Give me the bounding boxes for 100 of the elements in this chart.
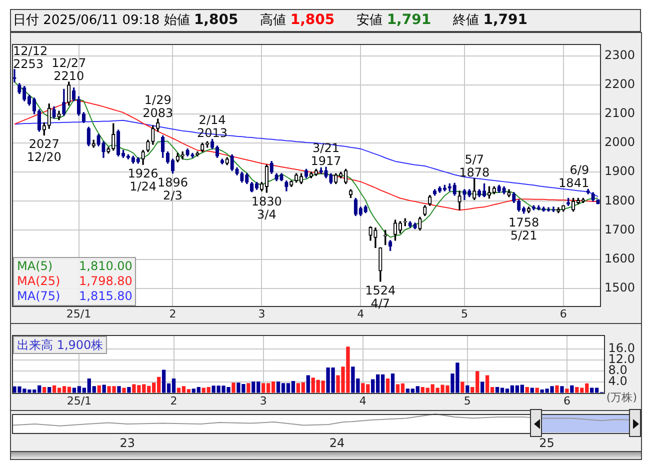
- candlestick: [562, 205, 566, 212]
- annotation: 1926 1/24: [128, 166, 158, 194]
- x-tick-label: 3: [258, 307, 266, 320]
- candlestick: [176, 152, 180, 162]
- bar: [306, 375, 310, 393]
- x-tick-label: 5: [464, 394, 471, 408]
- candlestick: [270, 161, 274, 174]
- annotation: 5/7 1878: [459, 152, 490, 180]
- candlestick: [235, 167, 239, 176]
- text: 終値 1,791: [453, 12, 528, 28]
- candlestick: [542, 206, 546, 212]
- candlestick: [102, 141, 106, 158]
- candlestick: [512, 192, 516, 203]
- x-tick-label: 25: [539, 436, 554, 450]
- y-tick-label: 1600: [604, 251, 636, 266]
- y-tick-label: 2000: [604, 135, 636, 150]
- candlestick: [196, 151, 200, 156]
- annotation: 1896 2/3: [157, 175, 188, 202]
- candlestick: [418, 216, 422, 231]
- candlestick: [546, 207, 550, 212]
- candlestick: [37, 109, 42, 132]
- candlestick: [18, 83, 22, 94]
- candlestick: [230, 154, 234, 171]
- candlestick: [462, 189, 466, 200]
- y-tick-label: 1500: [604, 280, 636, 294]
- candlestick: [596, 199, 600, 204]
- bar: [117, 386, 121, 393]
- candlestick: [12, 69, 16, 82]
- candlestick: [245, 173, 249, 184]
- candlestick: [290, 180, 294, 187]
- candlestick: [240, 172, 244, 183]
- candlestick: [86, 126, 90, 146]
- candlestick: [329, 173, 333, 184]
- candlestick: [52, 106, 56, 119]
- annotation: 12/27 2210: [52, 56, 86, 83]
- candlestick: [72, 87, 76, 102]
- candlestick: [492, 186, 496, 194]
- candlestick: [141, 150, 145, 165]
- candlestick: [47, 103, 51, 129]
- candlestick: [131, 156, 135, 164]
- candlestick: [304, 168, 308, 178]
- annotation: 1758 5/21: [508, 215, 540, 242]
- x-tick-label: 25/1: [66, 394, 92, 408]
- candlestick: [388, 240, 392, 251]
- bar: [232, 382, 236, 393]
- annotation: 1830 3/4: [251, 194, 282, 222]
- bar: [570, 385, 574, 393]
- x-tick-label: 2: [170, 394, 178, 408]
- text: MA(75) 1,815.80: [17, 288, 132, 303]
- candlestick: [156, 118, 160, 132]
- bar: [386, 378, 390, 393]
- candlestick: [42, 122, 46, 136]
- x-tick-label: 4: [357, 307, 364, 320]
- y-tick-label: 2100: [604, 106, 636, 120]
- candlestick: [408, 221, 412, 228]
- annotation: 1/29 2083: [142, 92, 174, 120]
- candlestick: [67, 82, 71, 106]
- bar: [246, 383, 250, 393]
- bar: [42, 386, 46, 393]
- y-tick-label: 2200: [604, 77, 636, 92]
- candlestick: [334, 173, 338, 184]
- candlestick: [151, 125, 155, 145]
- bar: [565, 388, 569, 393]
- candlestick: [591, 192, 595, 202]
- x-tick-label: 4: [359, 394, 366, 408]
- candlestick: [374, 228, 378, 248]
- x-tick-label: 25/1: [66, 307, 92, 320]
- candlestick: [106, 147, 110, 154]
- candlestick: [526, 206, 531, 214]
- candlestick: [190, 152, 194, 158]
- candlestick: [200, 142, 204, 152]
- text: 高値 1,805: [260, 12, 335, 28]
- candlestick: [324, 166, 328, 178]
- x-tick-label: 24: [329, 436, 345, 450]
- bar: [122, 388, 126, 393]
- annotation: 6/9 1841: [558, 163, 590, 190]
- candlestick: [62, 88, 66, 116]
- candlestick: [378, 247, 382, 282]
- x-tick-label: 6: [560, 307, 567, 320]
- y-tick-label: 1900: [604, 164, 636, 178]
- x-tick-label: 23: [120, 436, 135, 450]
- candlestick: [274, 173, 278, 182]
- candlestick: [76, 96, 81, 116]
- bar: [127, 386, 131, 393]
- x-tick-label: 3: [260, 394, 267, 408]
- candlestick: [502, 186, 506, 194]
- x-tick-label: 2: [169, 307, 176, 320]
- candlestick: [299, 173, 304, 184]
- annotation: 2027 12/20: [26, 137, 62, 164]
- bar: [97, 385, 101, 393]
- y-tick-label: 2300: [604, 48, 636, 62]
- x-tick-label: 5: [460, 307, 468, 320]
- candlestick: [254, 182, 259, 190]
- candlestick: [364, 205, 368, 214]
- annotation: 12/12 2253: [13, 44, 48, 72]
- candlestick: [146, 140, 150, 152]
- y-tick-label: 1700: [604, 222, 636, 236]
- candlestick: [552, 206, 556, 212]
- bar: [555, 385, 559, 393]
- candlestick: [82, 112, 86, 124]
